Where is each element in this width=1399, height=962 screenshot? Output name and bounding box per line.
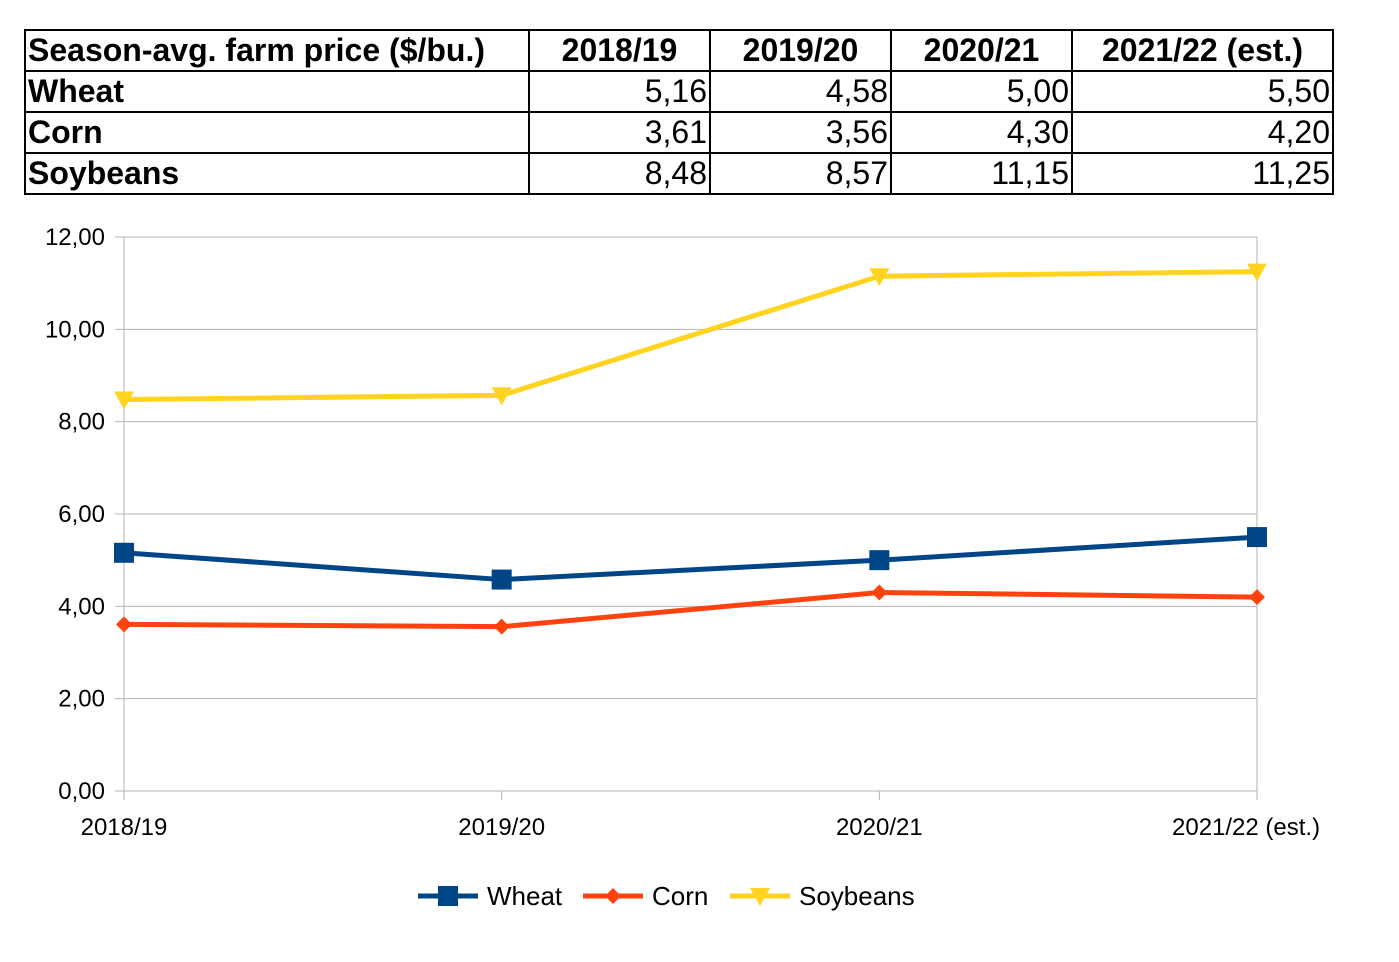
table-cell: 4,20	[1071, 111, 1334, 154]
table-header-cell: 2018/19	[528, 29, 711, 72]
data-point-wheat	[869, 550, 890, 571]
table-header-row: Season-avg. farm price ($/bu.) 2018/19 2…	[24, 29, 1334, 72]
table-header-cell: 2020/21	[890, 29, 1073, 72]
legend-marker-soybeans	[750, 888, 770, 906]
table-cell: 8,48	[528, 152, 711, 195]
table-header-cell: Season-avg. farm price ($/bu.)	[24, 29, 530, 72]
y-tick-label: 10,00	[45, 316, 105, 343]
data-point-corn	[1249, 589, 1265, 606]
legend-marker-corn	[605, 888, 621, 904]
legend-label-corn: Corn	[652, 881, 708, 911]
x-tick-label: 2019/20	[458, 814, 545, 841]
table-cell: 11,15	[890, 152, 1073, 195]
data-point-soybeans	[1247, 263, 1267, 282]
y-tick-label: 6,00	[58, 501, 105, 528]
series-line-corn	[123, 589, 1258, 630]
chart-legend: Wheat Corn Soybeans	[418, 881, 915, 911]
data-point-corn	[493, 618, 510, 635]
table-row: Wheat 5,16 4,58 5,00 5,50	[24, 70, 1334, 113]
table-header-cell: 2019/20	[709, 29, 892, 72]
data-point-corn	[116, 616, 132, 633]
legend-label-soybeans: Soybeans	[799, 881, 915, 911]
data-point-soybeans	[491, 387, 512, 406]
table-cell: 11,25	[1071, 152, 1334, 195]
y-tick-label: 2,00	[58, 686, 105, 713]
table-cell: 4,58	[709, 70, 892, 113]
series-line-soybeans	[123, 269, 1258, 403]
table-cell: 3,56	[709, 111, 892, 154]
data-point-wheat	[1247, 527, 1267, 548]
x-tick-label: 2018/19	[81, 814, 168, 841]
table-cell: 3,61	[528, 111, 711, 154]
x-tick-label: 2020/21	[836, 814, 923, 841]
table-cell: 8,57	[709, 152, 892, 195]
data-point-wheat	[491, 569, 512, 590]
data-point-corn	[871, 584, 888, 601]
table-row: Corn 3,61 3,56 4,30 4,20	[24, 111, 1334, 154]
data-point-soybeans	[114, 391, 134, 410]
row-label: Corn	[24, 111, 530, 154]
data-point-wheat	[114, 542, 134, 563]
legend-marker-wheat	[438, 886, 458, 906]
y-tick-label: 4,00	[58, 593, 105, 620]
price-table: Season-avg. farm price ($/bu.) 2018/19 2…	[24, 29, 1334, 195]
table-header-cell: 2021/22 (est.)	[1071, 29, 1334, 72]
series-line-wheat	[123, 534, 1258, 583]
legend-label-wheat: Wheat	[487, 881, 563, 911]
table-cell: 4,30	[890, 111, 1073, 154]
table-row: Soybeans 8,48 8,57 11,15 11,25	[24, 152, 1334, 195]
table-cell: 5,00	[890, 70, 1073, 113]
y-tick-label: 12,00	[45, 224, 105, 251]
y-tick-label: 8,00	[58, 409, 105, 436]
y-tick-label: 0,00	[58, 778, 105, 805]
chart-axes: 0,00 2,00 4,00 6,00 8,00 10,00 12,00 2018/19 201…	[45, 224, 1320, 841]
row-label: Soybeans	[24, 152, 530, 195]
x-tick-label: 2021/22 (est.)	[1172, 814, 1320, 841]
table-cell: 5,50	[1071, 70, 1334, 113]
chart-series	[114, 263, 1267, 635]
chart-grid	[124, 236, 1257, 792]
data-point-soybeans	[869, 268, 890, 287]
row-label: Wheat	[24, 70, 530, 113]
table-cell: 5,16	[528, 70, 711, 113]
